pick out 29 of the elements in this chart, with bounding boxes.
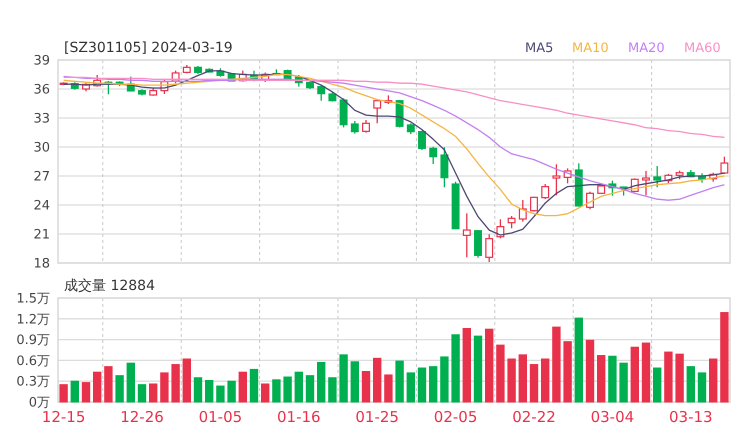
x-tick-label: 01-05: [198, 408, 242, 426]
y-tick-label: 1.5万: [16, 292, 50, 306]
y-tick-label: 30: [33, 140, 50, 156]
x-tick-label: 12-26: [120, 408, 164, 426]
y-tick-label: 18: [33, 256, 50, 272]
x-tick-label: 12-15: [42, 408, 86, 426]
text: MA5: [525, 41, 554, 56]
y-tick-label: 27: [33, 170, 50, 184]
x-tick-label: 01-25: [355, 408, 399, 426]
x-tick-label: 03-13: [669, 408, 713, 426]
y-tick-label: 36: [33, 82, 50, 98]
y-tick-label: 39: [33, 54, 50, 68]
x-tick-label: 02-05: [434, 408, 478, 426]
text: MA20: [628, 41, 665, 56]
text: MA10: [572, 41, 609, 56]
y-tick-label: 0.3万: [16, 374, 50, 390]
x-tick-label: 03-04: [590, 408, 634, 426]
y-tick-label: 24: [33, 198, 50, 214]
y-tick-label: 33: [33, 112, 50, 126]
y-tick-label: 0万: [28, 396, 50, 410]
text: MA60: [684, 41, 721, 56]
y-tick-label: 1.2万: [16, 312, 50, 328]
x-tick-label: 01-16: [277, 408, 321, 426]
x-tick-label: 02-22: [512, 408, 556, 426]
y-tick-label: 21: [33, 228, 50, 242]
chart-title: 成交量 12884: [64, 278, 156, 294]
y-tick-label: 0.9万: [16, 333, 50, 348]
y-tick-label: 0.6万: [16, 354, 50, 369]
chart-title: [SZ301105] 2024-03-19: [64, 40, 233, 56]
